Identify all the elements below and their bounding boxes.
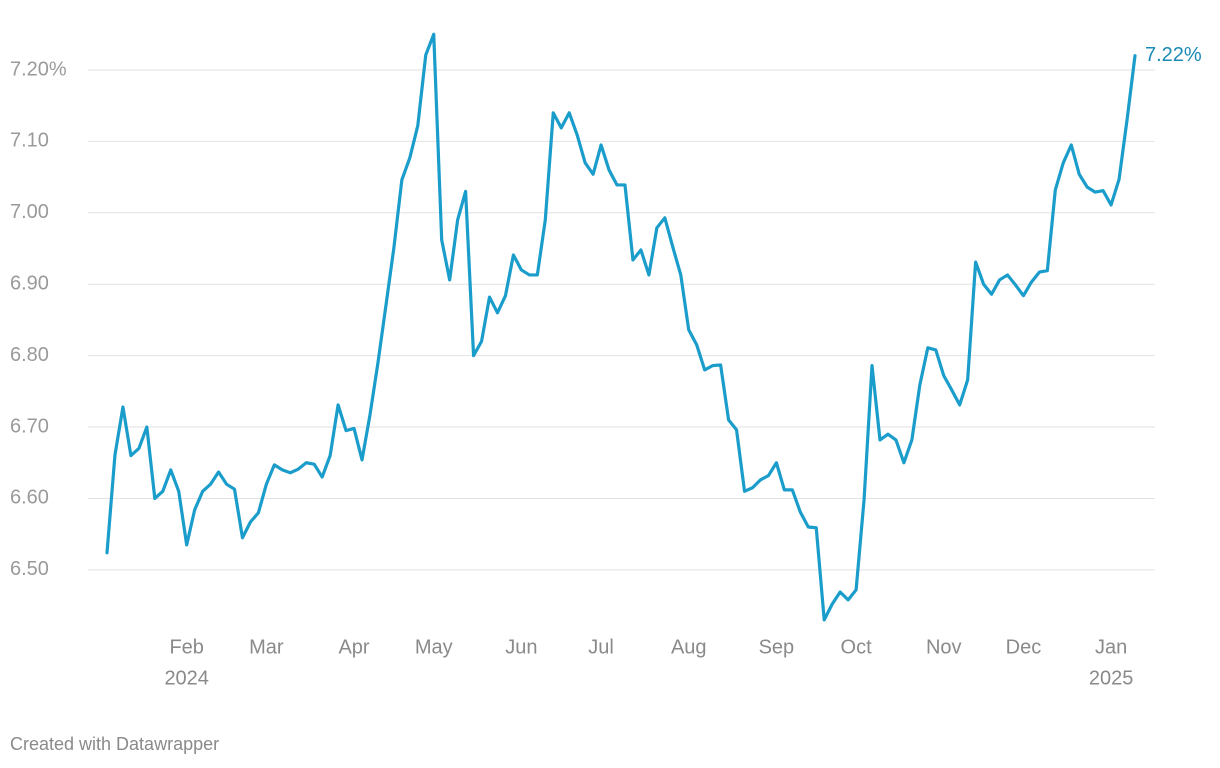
x-tick-label: Mar [249, 636, 284, 658]
y-tick-label: 7.00 [10, 201, 49, 223]
y-tick-label: 7.20% [10, 58, 67, 80]
y-tick-label: 6.60 [10, 487, 49, 509]
y-tick-label: 6.80 [10, 344, 49, 366]
x-tick-label: Jun [505, 636, 537, 658]
y-tick-label: 6.70 [10, 415, 49, 437]
x-tick-label: 2025 [1089, 667, 1134, 689]
value-label: 7.22% [1145, 44, 1202, 66]
x-tick-label: Sep [759, 636, 795, 658]
y-tick-label: 7.10 [10, 130, 49, 152]
x-tick-label: Jan [1095, 636, 1127, 658]
line [105, 32, 1137, 622]
x-tick-label: Jul [588, 636, 614, 658]
x-tick-label: Nov [926, 636, 962, 658]
x-tick-label: Dec [1006, 636, 1042, 658]
x-tick-label: Feb [169, 636, 203, 658]
marks [105, 32, 1137, 622]
y-tick-label: 6.90 [10, 273, 49, 295]
x-tick-label: Aug [671, 636, 707, 658]
x-tick-label: May [415, 636, 453, 658]
x-tick-label: 2024 [164, 667, 209, 689]
x-tick-label: Oct [841, 636, 873, 658]
grid [88, 69, 1155, 571]
y-tick-label: 6.50 [10, 558, 49, 580]
x-tick-label: Apr [338, 636, 369, 658]
credit: Created with Datawrapper [10, 734, 219, 754]
